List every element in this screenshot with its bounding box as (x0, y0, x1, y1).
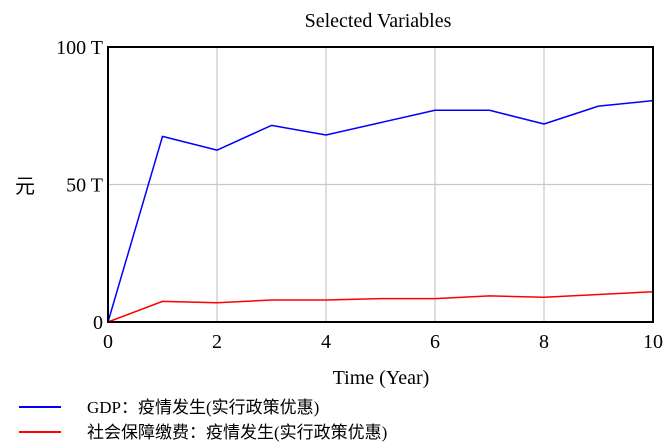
x-tick-label: 2 (212, 331, 222, 353)
plot-frame (107, 46, 654, 323)
x-tick-label: 0 (103, 331, 113, 353)
tick-layer: 0 2 4 6 8 10 0 50 T 100 T (56, 37, 663, 353)
y-tick-label: 100 T (56, 37, 103, 59)
series-line-2 (107, 291, 654, 323)
series-layer (107, 99, 654, 323)
chart-title: Selected Variables (305, 10, 452, 32)
x-tick-label: 4 (321, 331, 331, 353)
x-tick-label: 8 (539, 331, 549, 353)
y-axis-label: 元 (15, 176, 35, 198)
x-tick-label: 10 (643, 331, 663, 353)
y-tick-label: 50 T (66, 175, 103, 197)
legend-label-2: 社会保障缴费：疫情发生(实行政策优惠) (87, 423, 387, 442)
legend: GDP：疫情发生(实行政策优惠) 社会保障缴费：疫情发生(实行政策优惠) (19, 398, 387, 442)
grid-layer (108, 47, 653, 322)
x-axis-label: Time (Year) (333, 367, 430, 389)
y-tick-label: 0 (93, 312, 103, 334)
series-line-1 (107, 99, 654, 323)
x-tick-label: 6 (430, 331, 440, 353)
legend-label-1: GDP：疫情发生(实行政策优惠) (87, 398, 319, 417)
